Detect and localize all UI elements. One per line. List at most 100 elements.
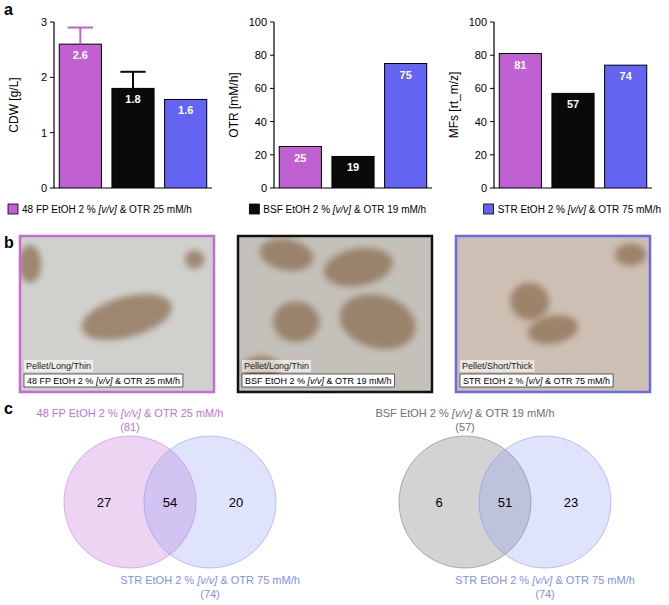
legend-swatch <box>249 204 259 214</box>
bar-chart: 020406080100OTR [mM/h]251975 <box>227 16 432 194</box>
legend-item: BSF EtOH 2 % [v/v] & OTR 19 mM/h <box>249 204 426 215</box>
data-group <box>59 28 206 188</box>
y-axis <box>493 22 494 188</box>
venn-count: 20 <box>229 495 243 510</box>
pellet <box>257 236 316 275</box>
venn-count: 51 <box>498 495 512 510</box>
image-background <box>456 236 650 392</box>
venn-set-total: (74) <box>535 588 555 600</box>
pellet <box>20 245 41 282</box>
bar <box>552 93 594 188</box>
pellet <box>273 302 320 343</box>
data-group <box>279 64 426 189</box>
y-axis-title: MFs [rt_m/z] <box>447 72 461 139</box>
y-tick-label: 3 <box>41 16 47 28</box>
legend-label-part: & OTR 75 mM/h <box>586 204 661 215</box>
venn-set-label: 48 FP EtOH 2 % [v/v] & OTR 25 mM/h <box>37 407 224 419</box>
venn-set-label-part: STR EtOH 2 % <box>120 574 197 586</box>
y-tick-label: 60 <box>255 82 267 94</box>
venn-set-label-part: [v/v] <box>531 574 553 586</box>
legend-label-part: 48 FP EtOH 2 % <box>22 204 99 215</box>
morphology-label: Pellet/Long/Thin <box>244 361 309 371</box>
y-tick-label: 60 <box>475 82 487 94</box>
data-label: 1.6 <box>178 104 193 116</box>
image-area <box>456 236 650 392</box>
bar <box>59 44 101 188</box>
pellet <box>76 285 176 348</box>
y-axis <box>53 22 54 188</box>
venn-set-label: BSF EtOH 2 % [v/v] & OTR 19 mM/h <box>375 407 554 419</box>
y-tick-label: 0 <box>41 182 47 194</box>
y-tick-label: 80 <box>475 49 487 61</box>
y-tick-label: 0 <box>261 182 267 194</box>
morphology-label: Pellet/Long/Thin <box>26 361 91 371</box>
error-bar <box>120 72 145 89</box>
label-group: 251975 <box>294 69 412 174</box>
venn-set-label-part: [v/v] <box>196 574 218 586</box>
micrograph: Pellet/Long/Thin BSF EtOH 2 % [v/v] & OTR… <box>238 235 432 392</box>
panel-letter: a <box>4 1 13 18</box>
image-area <box>238 236 432 392</box>
condition-label-part: BSF EtOH 2 % <box>245 376 308 386</box>
y-axis-title: CDW [g/L] <box>7 77 21 132</box>
condition-label: 48 FP EtOH 2 % [v/v] & OTR 25 mM/h <box>27 376 180 386</box>
legend-label-part: & OTR 25 mM/h <box>117 204 192 215</box>
bar <box>112 88 154 188</box>
venn-set-label-part: BSF EtOH 2 % <box>375 407 451 419</box>
legend-label: STR EtOH 2 % [v/v] & OTR 75 mM/h <box>498 204 661 215</box>
condition-label-part: [v/v] <box>525 376 543 386</box>
image-border <box>20 236 214 392</box>
panel-letter: c <box>4 400 13 417</box>
y-axis <box>273 22 274 188</box>
venn-set-total: (81) <box>120 421 140 433</box>
venn-circle <box>144 436 276 568</box>
condition-box <box>24 374 183 387</box>
label-group: 2.6 1.8 1.6 <box>73 49 194 116</box>
condition-label: STR EtOH 2 % [v/v] & OTR 75 mM/h <box>463 376 610 386</box>
bar-chart: 0123CDW [g/L]2.61.81.6 <box>7 16 212 194</box>
bar-chart: 020406080100MFs [rt_m/z]815774 <box>447 16 652 194</box>
error-line <box>132 72 134 89</box>
error-bar <box>68 28 93 45</box>
legend-swatch <box>484 204 494 214</box>
data-label: 75 <box>400 69 412 81</box>
condition-label: BSF EtOH 2 % [v/v] & OTR 19 mM/h <box>245 376 392 386</box>
data-label: 74 <box>620 70 633 82</box>
venn-circle <box>479 436 611 568</box>
image-border <box>238 236 432 392</box>
y-tick-label: 40 <box>255 116 267 128</box>
legend-label-part: [v/v] <box>98 204 118 215</box>
bar <box>332 156 374 188</box>
venn-set-label-part: & OTR 75 mM/h <box>552 574 635 586</box>
micrograph: Pellet/Short/ThickSTR EtOH 2 % [v/v] & O… <box>456 236 650 392</box>
legend-label-part: & OTR 19 mM/h <box>351 204 426 215</box>
legend-label-part: [v/v] <box>332 204 352 215</box>
y-tick-label: 80 <box>255 49 267 61</box>
pellet <box>526 311 581 347</box>
image-area <box>20 236 214 392</box>
venn-set-total: (57) <box>455 421 475 433</box>
venn-set-label-part: [v/v] <box>451 407 473 419</box>
figure: abc0123CDW [g/L]2.61.81.6020406080100OTR… <box>0 0 669 605</box>
venn-diagram: 27542048 FP EtOH 2 % [v/v] & OTR 25 mM/h… <box>37 407 300 600</box>
bar <box>165 99 207 188</box>
legend-item: 48 FP EtOH 2 % [v/v] & OTR 25 mM/h <box>8 204 192 215</box>
y-tick-label: 100 <box>249 16 267 28</box>
y-axis-title: OTR [mM/h] <box>227 72 241 137</box>
image-background <box>20 236 214 392</box>
data-label: 19 <box>347 161 359 173</box>
data-label: 1.8 <box>125 93 140 105</box>
data-label: 81 <box>514 59 526 71</box>
panel-letter: b <box>4 234 14 251</box>
venn-count: 23 <box>564 495 578 510</box>
venn-count: 6 <box>435 495 442 510</box>
venn-diagram: 6 51 23 BSF EtOH 2 % [v/v] & OTR 19 mM/h (57… <box>375 407 634 600</box>
condition-label-part: & OTR 25 mM/h <box>112 376 180 386</box>
condition-label-part: 48 FP EtOH 2 % <box>27 376 96 386</box>
y-tick-label: 2 <box>41 71 47 83</box>
condition-box <box>242 374 395 387</box>
venn-set-label-part: 48 FP EtOH 2 % <box>37 407 121 419</box>
data-label: 2.6 <box>73 49 88 61</box>
image-border <box>456 236 650 392</box>
condition-label-part: & OTR 75 mM/h <box>543 376 611 386</box>
